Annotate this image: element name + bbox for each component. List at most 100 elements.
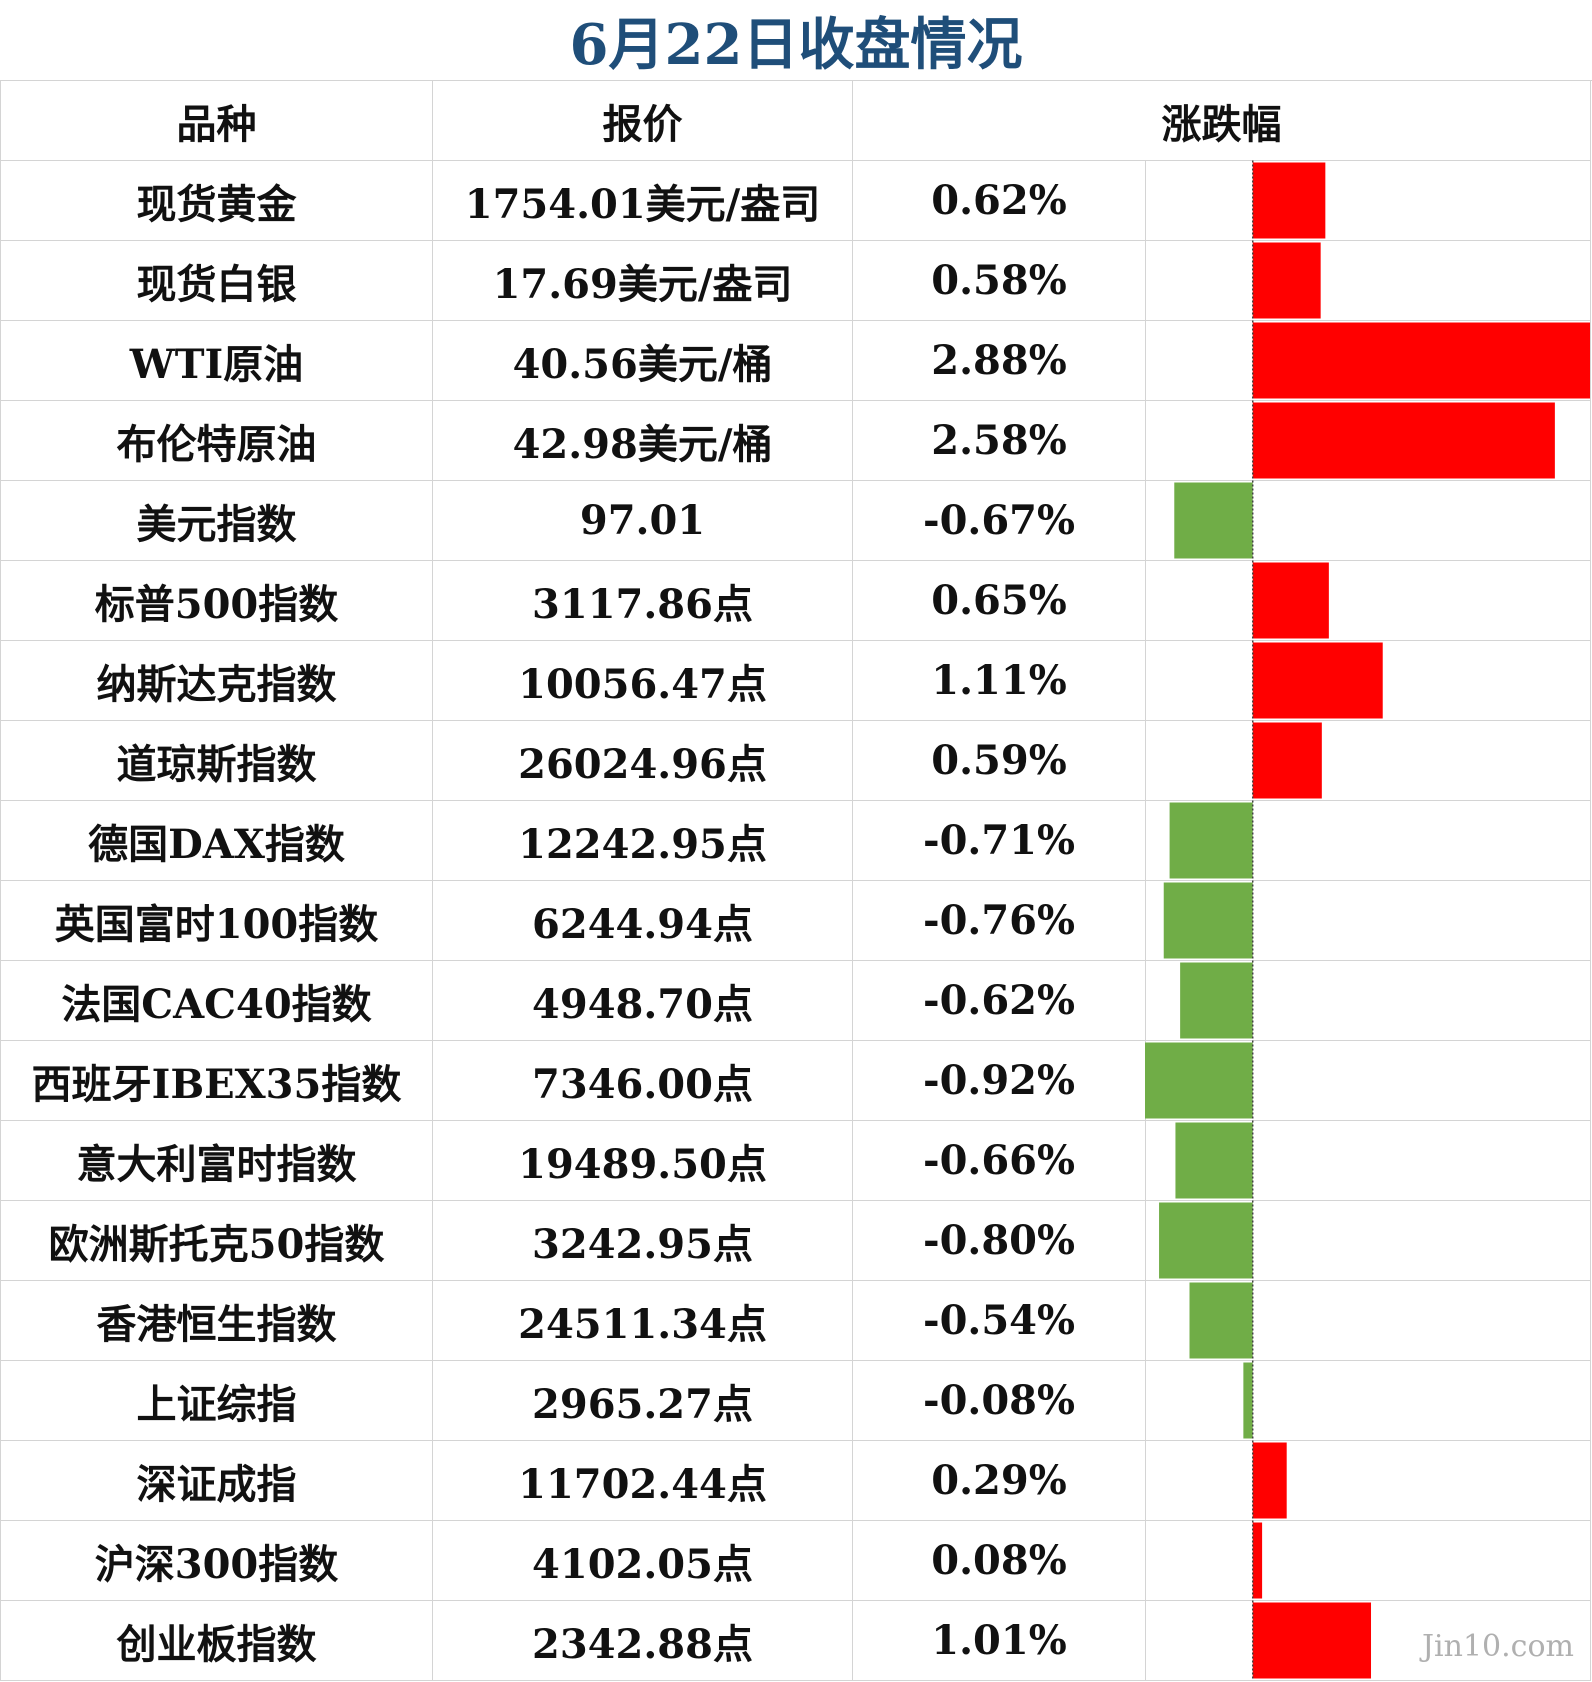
instrument-name: 标普500指数 [0, 560, 433, 641]
instrument-name: 深证成指 [0, 1440, 433, 1521]
instrument-price: 4948.70点 [432, 960, 853, 1041]
bar-cell [1145, 400, 1591, 481]
instrument-name: 香港恒生指数 [0, 1280, 433, 1361]
table-row: 道琼斯指数 26024.96点 0.59% [0, 720, 1591, 801]
change-percent: 0.59% [852, 720, 1146, 801]
instrument-name: 西班牙IBEX35指数 [0, 1040, 433, 1121]
page-title: 6月22日收盘情况 [0, 0, 1592, 81]
bar-cell [1145, 1520, 1591, 1601]
table-row: 欧洲斯托克50指数 3242.95点 -0.80% [0, 1200, 1591, 1281]
watermark: Jin10.com [1422, 1629, 1574, 1664]
bar-cell [1145, 880, 1591, 961]
change-percent: 0.62% [852, 160, 1146, 241]
instrument-name: 美元指数 [0, 480, 433, 561]
bar-cell [1145, 1040, 1591, 1121]
bar-cell [1145, 560, 1591, 641]
table-row: 意大利富时指数 19489.50点 -0.66% [0, 1120, 1591, 1201]
change-percent: -0.71% [852, 800, 1146, 881]
bar-cell [1145, 640, 1591, 721]
bar-cell [1145, 1280, 1591, 1361]
bar-cell [1145, 1440, 1591, 1521]
bar-cell [1145, 480, 1591, 561]
change-percent: -0.67% [852, 480, 1146, 561]
change-percent: 0.29% [852, 1440, 1146, 1521]
change-percent: 0.65% [852, 560, 1146, 641]
instrument-name: WTI原油 [0, 320, 433, 401]
change-percent: -0.62% [852, 960, 1146, 1041]
instrument-name: 上证综指 [0, 1360, 433, 1441]
bar-cell [1145, 1120, 1591, 1201]
instrument-price: 26024.96点 [432, 720, 853, 801]
bar-cell [1145, 1200, 1591, 1281]
instrument-price: 11702.44点 [432, 1440, 853, 1521]
bar-cell [1145, 720, 1591, 801]
change-percent: -0.08% [852, 1360, 1146, 1441]
table-row: 标普500指数 3117.86点 0.65% [0, 560, 1591, 641]
change-percent: -0.80% [852, 1200, 1146, 1281]
table-row: 上证综指 2965.27点 -0.08% [0, 1360, 1591, 1441]
change-percent: -0.54% [852, 1280, 1146, 1361]
table-row: 法国CAC40指数 4948.70点 -0.62% [0, 960, 1591, 1041]
instrument-price: 3242.95点 [432, 1200, 853, 1281]
instrument-price: 24511.34点 [432, 1280, 853, 1361]
table-row: 德国DAX指数 12242.95点 -0.71% [0, 800, 1591, 881]
instrument-name: 创业板指数 [0, 1600, 433, 1681]
instrument-name: 现货黄金 [0, 160, 433, 241]
bar-cell [1145, 320, 1591, 401]
header-price: 报价 [432, 80, 853, 161]
instrument-price: 12242.95点 [432, 800, 853, 881]
instrument-name: 意大利富时指数 [0, 1120, 433, 1201]
bar-cell [1145, 800, 1591, 881]
change-percent: 0.58% [852, 240, 1146, 321]
instrument-price: 6244.94点 [432, 880, 853, 961]
change-percent: -0.76% [852, 880, 1146, 961]
instrument-name: 纳斯达克指数 [0, 640, 433, 721]
change-percent: 1.11% [852, 640, 1146, 721]
table-row: 纳斯达克指数 10056.47点 1.11% [0, 640, 1591, 721]
instrument-price: 10056.47点 [432, 640, 853, 721]
table-row: 深证成指 11702.44点 0.29% [0, 1440, 1591, 1521]
instrument-price: 40.56美元/桶 [432, 320, 853, 401]
bar-cell [1145, 160, 1591, 241]
header-row: 品种 报价 涨跌幅 [0, 80, 1591, 161]
table-row: WTI原油 40.56美元/桶 2.88% [0, 320, 1591, 401]
instrument-name: 英国富时100指数 [0, 880, 433, 961]
instrument-price: 1754.01美元/盎司 [432, 160, 853, 241]
table-row: 美元指数 97.01 -0.67% [0, 480, 1591, 561]
bar-cell [1145, 1360, 1591, 1441]
header-name: 品种 [0, 80, 433, 161]
instrument-name: 德国DAX指数 [0, 800, 433, 881]
change-percent: -0.66% [852, 1120, 1146, 1201]
bar-cell [1145, 240, 1591, 321]
instrument-price: 2342.88点 [432, 1600, 853, 1681]
instrument-name: 法国CAC40指数 [0, 960, 433, 1041]
instrument-price: 3117.86点 [432, 560, 853, 641]
instrument-name: 布伦特原油 [0, 400, 433, 481]
change-percent: 2.58% [852, 400, 1146, 481]
instrument-price: 17.69美元/盎司 [432, 240, 853, 321]
instrument-price: 42.98美元/桶 [432, 400, 853, 481]
instrument-name: 道琼斯指数 [0, 720, 433, 801]
change-percent: 1.01% [852, 1600, 1146, 1681]
bar-cell [1145, 960, 1591, 1041]
table-row: 香港恒生指数 24511.34点 -0.54% [0, 1280, 1591, 1361]
instrument-name: 现货白银 [0, 240, 433, 321]
quote-table: 品种 报价 涨跌幅 现货黄金 1754.01美元/盎司 0.62% 现货白银 17.69… [0, 80, 1591, 1681]
change-percent: 0.08% [852, 1520, 1146, 1601]
table-row: 西班牙IBEX35指数 7346.00点 -0.92% [0, 1040, 1591, 1121]
instrument-price: 4102.05点 [432, 1520, 853, 1601]
instrument-name: 欧洲斯托克50指数 [0, 1200, 433, 1281]
instrument-price: 7346.00点 [432, 1040, 853, 1121]
table-row: 现货白银 17.69美元/盎司 0.58% [0, 240, 1591, 321]
instrument-price: 97.01 [432, 480, 853, 561]
change-percent: 2.88% [852, 320, 1146, 401]
table-row: 沪深300指数 4102.05点 0.08% [0, 1520, 1591, 1601]
change-percent: -0.92% [852, 1040, 1146, 1121]
table-row: 现货黄金 1754.01美元/盎司 0.62% [0, 160, 1591, 241]
table-row: 布伦特原油 42.98美元/桶 2.58% [0, 400, 1591, 481]
instrument-name: 沪深300指数 [0, 1520, 433, 1601]
table-row: 创业板指数 2342.88点 1.01% [0, 1600, 1591, 1681]
header-change: 涨跌幅 [852, 80, 1591, 161]
table-row: 英国富时100指数 6244.94点 -0.76% [0, 880, 1591, 961]
instrument-price: 2965.27点 [432, 1360, 853, 1441]
